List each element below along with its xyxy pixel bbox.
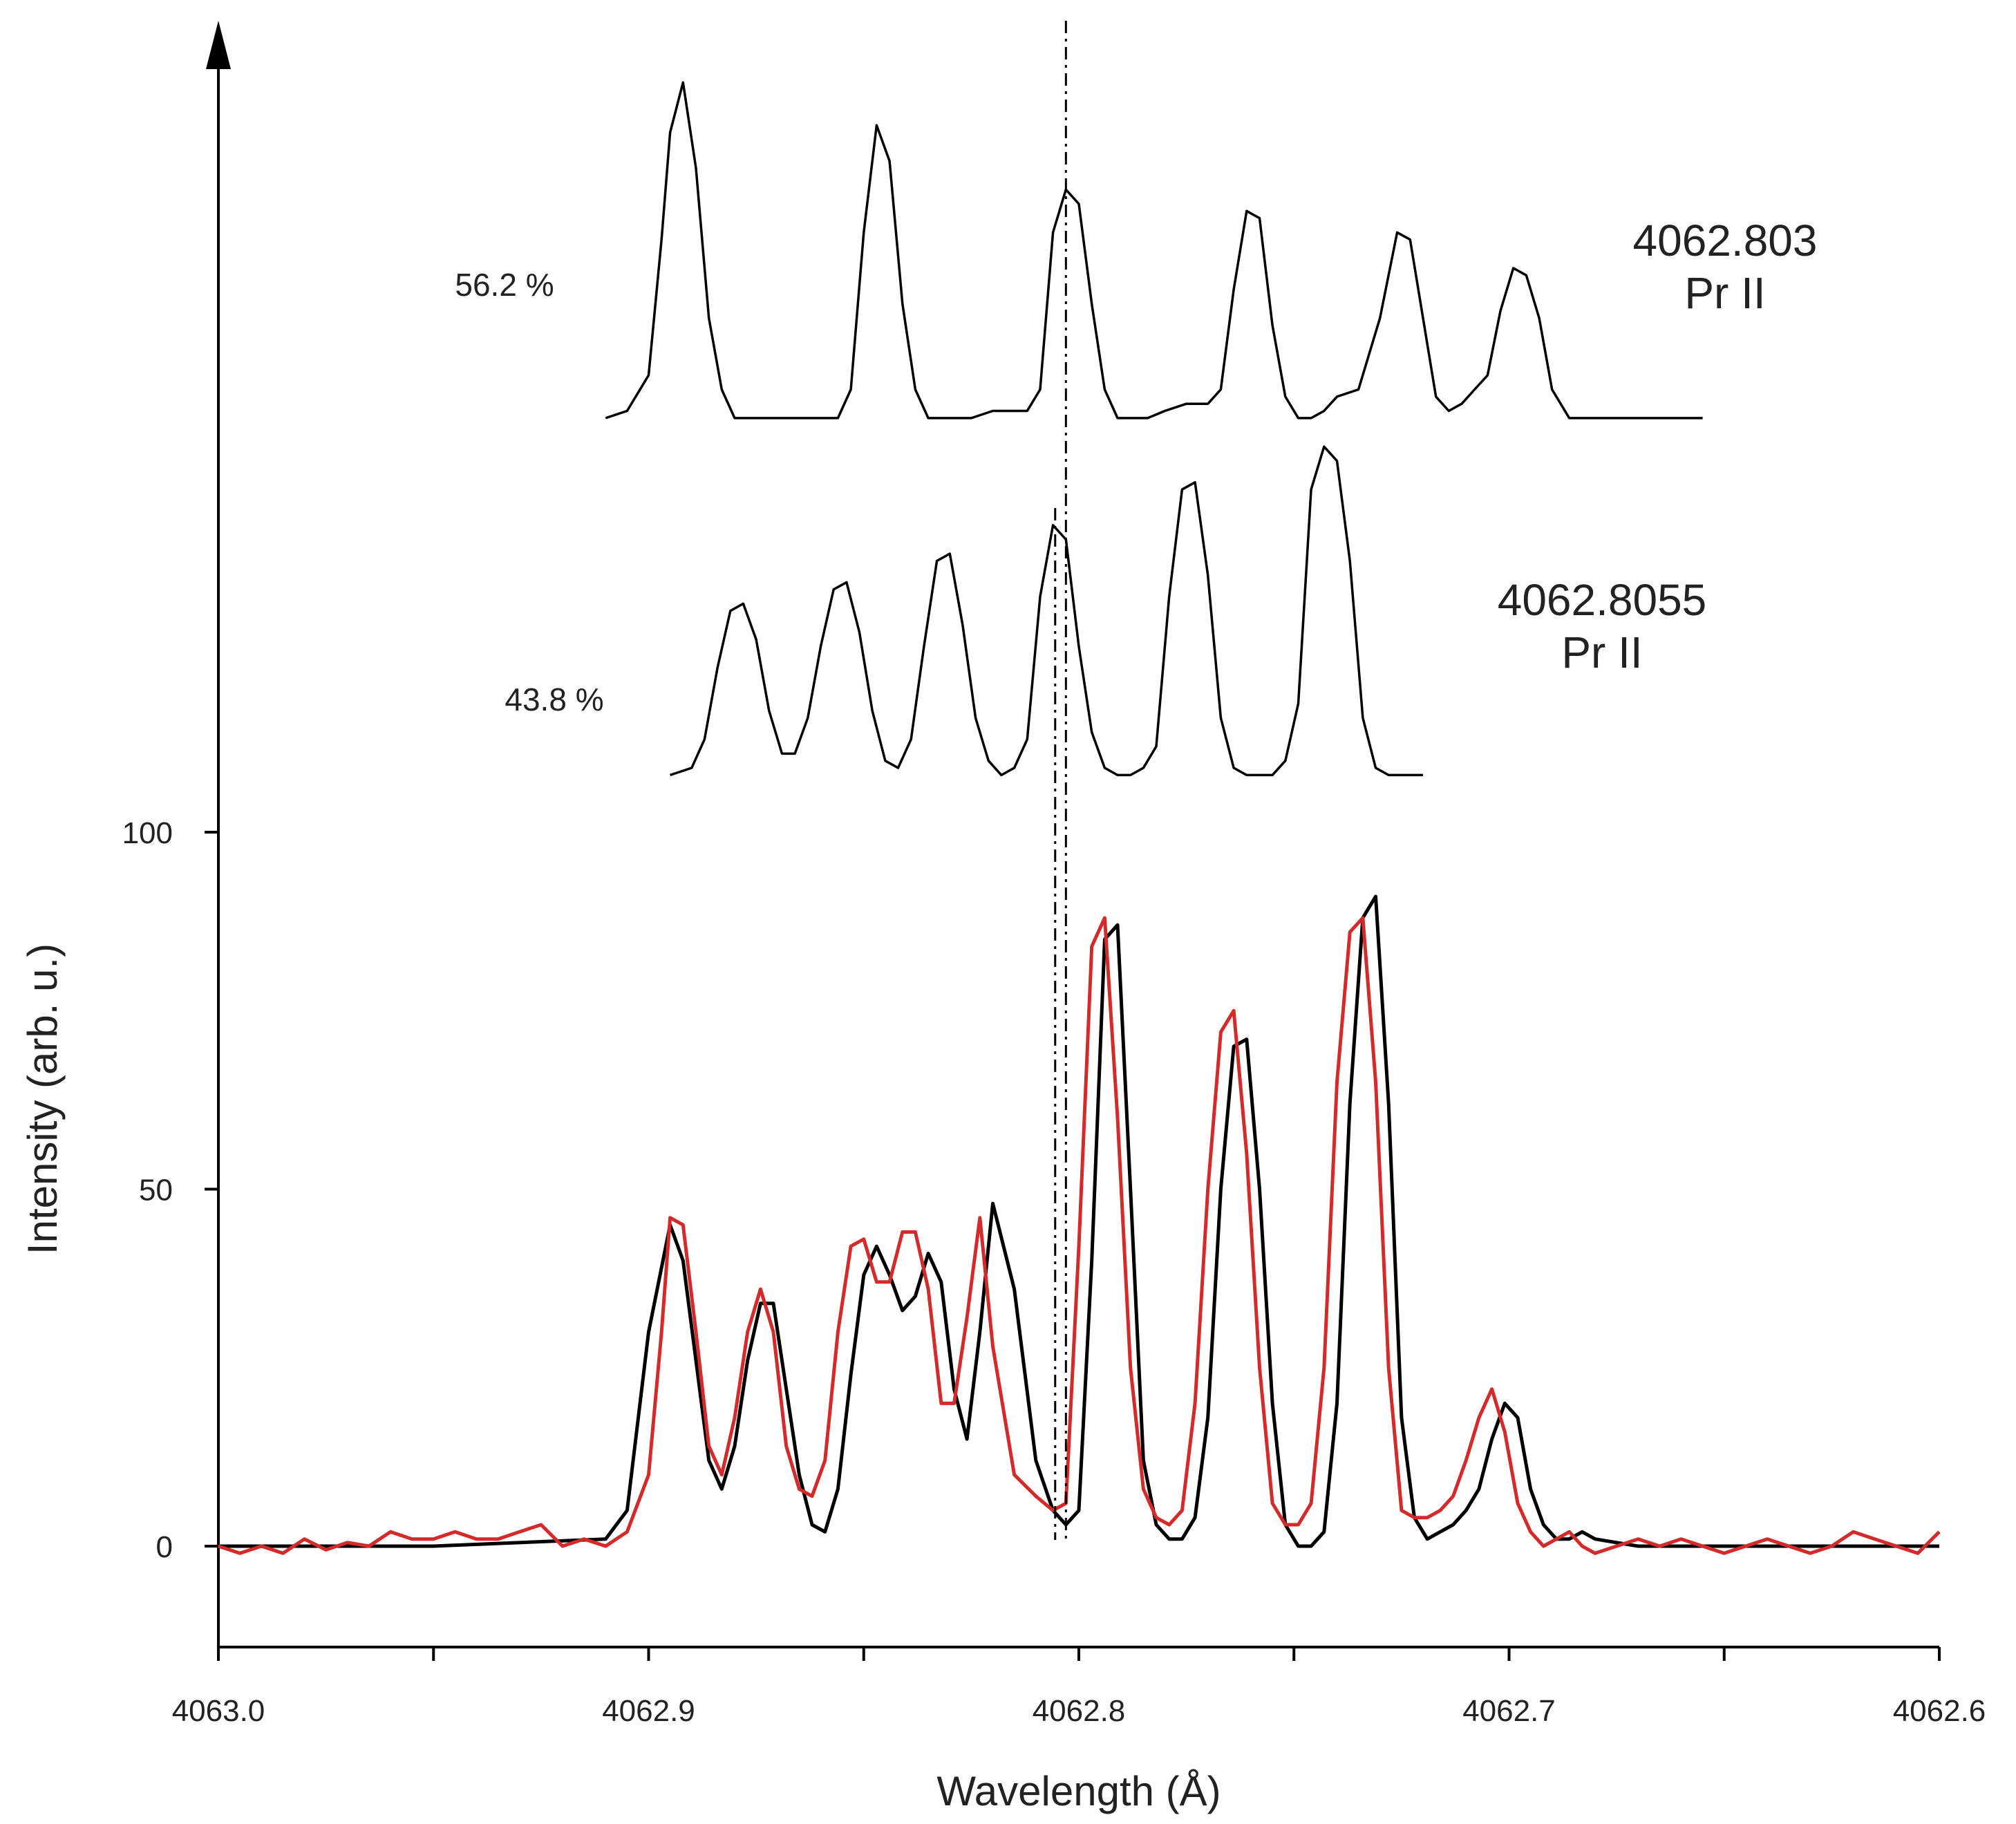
line-label-4062-803: 4062.803 [1633, 216, 1818, 265]
ion-label-4062-803: Pr II [1684, 268, 1765, 318]
y-axis-title: Intensity (arb. u.) [19, 943, 66, 1254]
y-tick-label: 0 [156, 1530, 173, 1564]
pct-label-4062-8055: 43.8 % [505, 681, 603, 717]
x-tick-label: 4062.6 [1893, 1694, 1986, 1728]
x-tick-label: 4062.8 [1033, 1694, 1126, 1728]
x-axis-title: Wavelength (Å) [936, 1768, 1221, 1814]
series-layer [218, 81, 1941, 1555]
ion-label-4062-8055: Pr II [1561, 628, 1642, 677]
line-markers [1054, 21, 1067, 1540]
x-tick-label: 4062.9 [602, 1694, 695, 1728]
x-tick-label: 4062.7 [1462, 1694, 1556, 1728]
y-tick-label: 50 [139, 1174, 173, 1207]
simulated-spectrum-line [218, 894, 1939, 1548]
component-4062-8055-line [670, 445, 1423, 777]
y-tick-label: 100 [122, 816, 173, 850]
y-ticks: 0 50 100 [122, 816, 218, 1564]
pct-label-4062-803: 56.2 % [455, 267, 554, 303]
line-label-4062-8055: 4062.8055 [1498, 575, 1707, 625]
y-axis-arrowhead [206, 21, 231, 69]
component-4062-803-line [605, 81, 1703, 420]
x-tick-label: 4063.0 [172, 1694, 265, 1728]
observed-spectrum-line [218, 916, 1941, 1555]
x-ticks: 4063.0 4062.9 4062.8 4062.7 4062.6 [172, 1647, 1986, 1728]
